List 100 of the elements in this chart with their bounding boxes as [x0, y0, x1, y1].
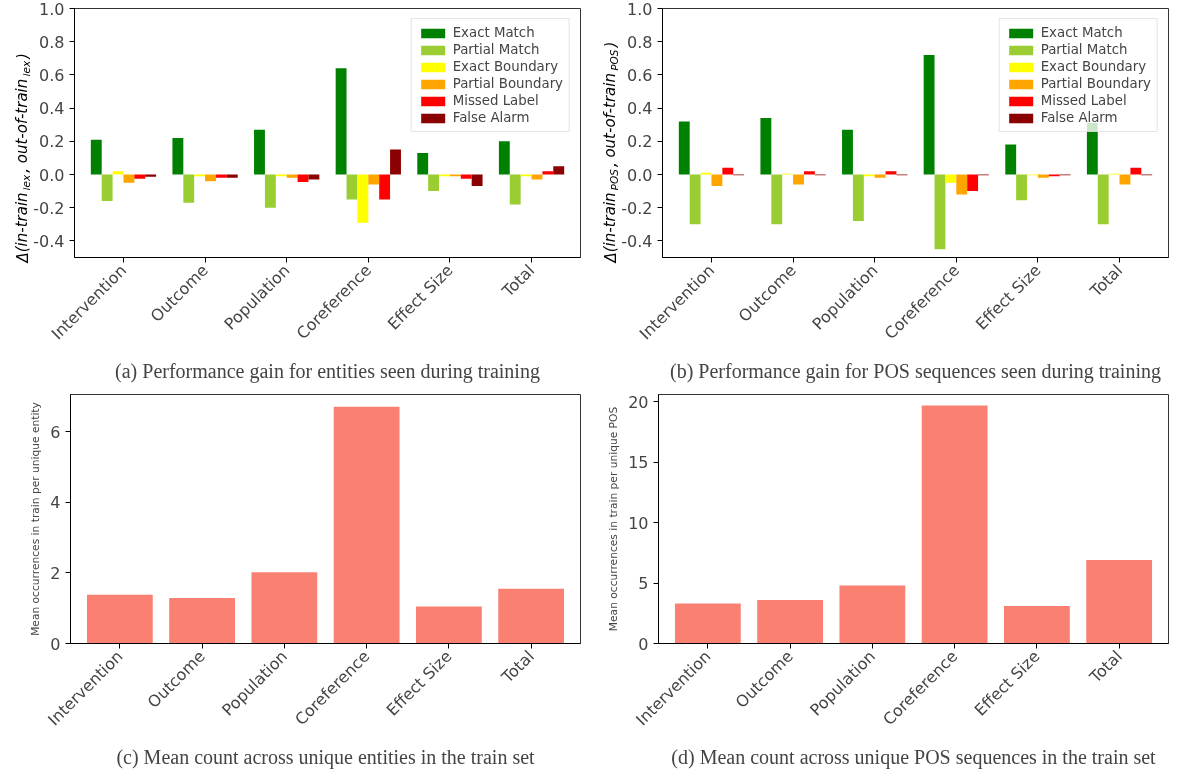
bar: [689, 174, 701, 225]
y-tick-label: 6: [50, 422, 61, 442]
bar: [793, 174, 804, 185]
text: (a) Performance gain for entities seen during training: [115, 359, 540, 383]
bar: [852, 174, 864, 221]
y-tick-label: -0.4: [621, 231, 653, 251]
y-tick-label: 0.0: [39, 165, 65, 185]
legend-label: Missed Label: [452, 93, 539, 108]
y-tick-label: 0: [638, 634, 649, 654]
bar: [945, 174, 957, 183]
bar: [123, 174, 135, 183]
bar: [172, 137, 184, 175]
legend-label: Exact Match: [452, 25, 535, 40]
y-tick-label: 0.4: [627, 99, 653, 119]
bar: [205, 174, 216, 182]
y-tick-label: 0.0: [627, 165, 653, 185]
bar: [1130, 167, 1142, 175]
y-axis-title: Δ(in-trainlex, out-of-trainlex): [13, 53, 33, 264]
y-tick-label: 0.2: [627, 132, 653, 152]
bar: [471, 174, 483, 187]
legend-label: False Alarm: [1040, 110, 1118, 125]
y-tick-label: 0.6: [627, 65, 653, 85]
bar: [357, 174, 369, 223]
bar: [874, 174, 886, 178]
bar: [921, 405, 988, 644]
bar: [183, 174, 195, 203]
bar: [760, 118, 772, 175]
bar: [1086, 560, 1153, 644]
bar: [333, 406, 400, 644]
bar: [842, 129, 853, 175]
bar: [498, 588, 565, 644]
bar: [264, 174, 276, 208]
bar: [90, 139, 102, 175]
bar: [757, 599, 824, 644]
y-tick-label: 10: [628, 513, 649, 533]
bar: [379, 174, 391, 200]
bar: [839, 585, 906, 644]
legend-label: False Alarm: [452, 110, 530, 125]
text: (d) Mean count across unique POS sequences in the train set: [671, 745, 1157, 769]
y-tick-label: -0.2: [33, 198, 65, 218]
text: (b) Performance gain for POS sequences seen during training: [670, 359, 1161, 383]
bar: [112, 171, 124, 175]
y-tick-label: 15: [628, 453, 649, 473]
bar: [101, 174, 113, 202]
bar: [967, 174, 979, 192]
bar: [553, 166, 565, 175]
bar: [417, 152, 429, 175]
legend-label: Partial Match: [452, 42, 540, 57]
bar: [722, 167, 734, 175]
bar: [286, 174, 298, 178]
bar: [145, 174, 157, 177]
y-tick-label: 4: [50, 493, 61, 513]
bar: [1005, 144, 1017, 175]
bar: [678, 121, 690, 175]
bar: [1016, 174, 1028, 201]
y-tick-label: 2: [50, 563, 61, 583]
legend-label: Exact Boundary: [1040, 59, 1147, 74]
y-tick-label: 1.0: [627, 0, 653, 19]
bar: [771, 174, 783, 225]
y-tick-label: 0.4: [39, 99, 65, 119]
bar: [803, 171, 815, 175]
bar: [956, 174, 968, 195]
legend-label: Exact Boundary: [452, 59, 559, 74]
bar: [368, 174, 380, 185]
legend-label: Partial Match: [1040, 42, 1128, 57]
bar: [498, 141, 510, 175]
bar: [335, 68, 347, 175]
bar: [674, 603, 741, 644]
y-tick-label: 0: [50, 634, 61, 654]
bar: [509, 174, 521, 205]
bar: [711, 174, 723, 187]
bar: [134, 174, 146, 179]
y-tick-label: -0.4: [33, 231, 65, 251]
legend-label: Exact Match: [1040, 25, 1123, 40]
y-axis-title: Δ(in-trainPOS, out-of-trainPOS): [601, 41, 621, 264]
bar: [169, 597, 236, 644]
text: (c) Mean count across unique entities in the train set: [116, 745, 536, 769]
y-tick-label: 1.0: [39, 0, 65, 19]
bar: [390, 149, 401, 175]
bar: [1097, 174, 1109, 225]
legend-label: Partial Boundary: [452, 76, 563, 91]
y-tick-label: -0.2: [621, 198, 653, 218]
bar: [1003, 606, 1070, 644]
bar: [226, 174, 238, 178]
bar: [254, 129, 265, 175]
bar: [415, 606, 482, 644]
bar: [923, 54, 935, 175]
bar: [934, 174, 946, 250]
y-tick-label: 0.2: [39, 132, 65, 152]
legend-label: Missed Label: [1040, 93, 1127, 108]
bar: [885, 171, 897, 175]
bar: [460, 174, 472, 179]
bar: [1037, 174, 1049, 178]
y-tick-label: 20: [628, 392, 649, 412]
bar: [215, 174, 227, 178]
bar: [86, 594, 153, 644]
y-tick-label: 0.8: [39, 32, 65, 52]
y-axis-title: Mean occurrences in train per unique POS: [607, 406, 621, 632]
y-tick-label: 0.8: [627, 32, 653, 52]
y-tick-label: 5: [638, 574, 649, 594]
